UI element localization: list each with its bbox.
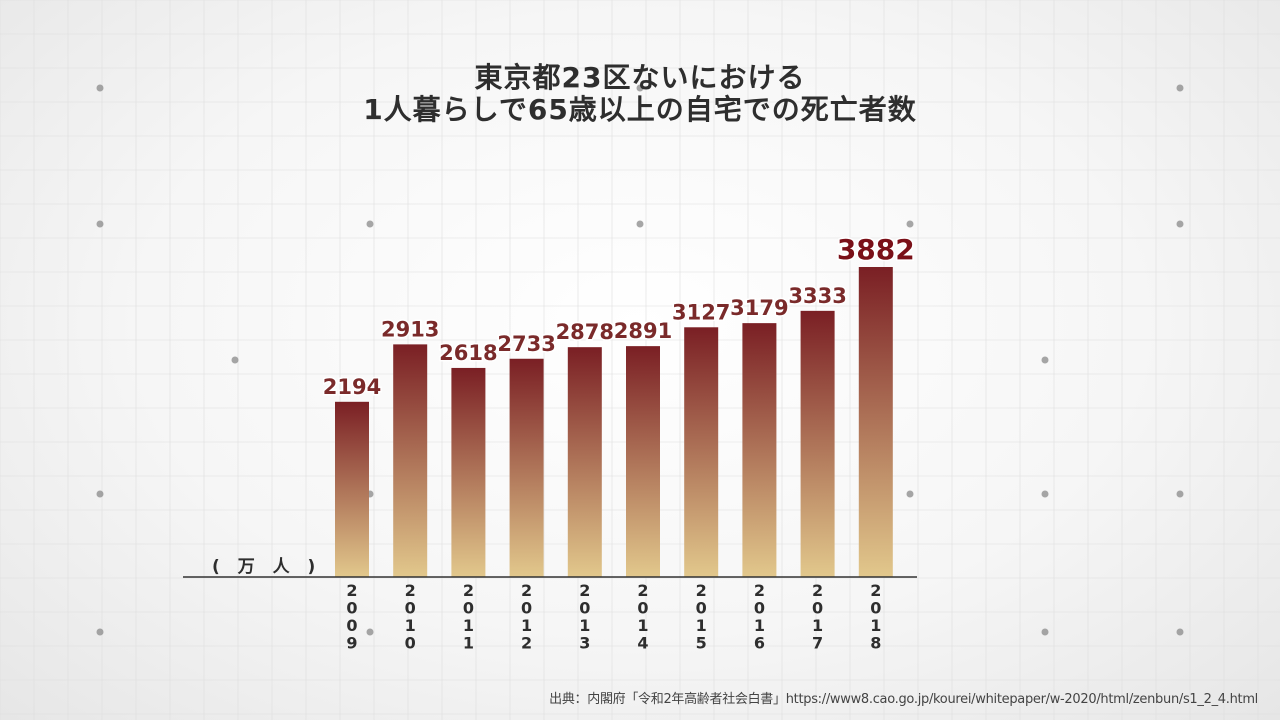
chart-title-line1: 東京都23区ないにおける bbox=[474, 61, 806, 94]
source-credit: 出典：内閣府「令和2年高齢者社会白書」https://www8.cao.go.j… bbox=[549, 692, 1258, 707]
bar-2015 bbox=[684, 327, 719, 577]
bar-2018 bbox=[858, 267, 893, 577]
x-tick-labels: 2 0 0 9 2 0 1 0 2 0 1 1 2 0 1 2 2 0 1 3 2 0 1 4 2 0 1 5 2 0 1 6 2 0 1 7 2 0 1 8 bbox=[346, 581, 881, 653]
bar-2012 bbox=[509, 358, 544, 577]
value-label-2015: 3127 bbox=[672, 300, 730, 324]
bar-2017 bbox=[800, 310, 835, 577]
value-label-2014: 2891 bbox=[614, 319, 672, 343]
value-label-2017: 3333 bbox=[788, 284, 846, 308]
value-label-2016: 3179 bbox=[730, 296, 788, 320]
bar-2016 bbox=[742, 323, 777, 577]
unit-label: ( 万 人 ) bbox=[212, 557, 322, 577]
value-label-2009: 2194 bbox=[323, 375, 381, 399]
value-label-2012: 2733 bbox=[497, 332, 555, 356]
bar-2010 bbox=[393, 344, 428, 577]
chart-title-line2: 1人暮らしで65歳以上の自宅での死亡者数 bbox=[363, 93, 917, 126]
bar-2014 bbox=[626, 346, 660, 577]
value-label-2010: 2913 bbox=[381, 317, 439, 341]
bar-2013 bbox=[567, 347, 602, 577]
bar-2009 bbox=[335, 401, 369, 577]
value-label-2011: 2618 bbox=[439, 341, 497, 365]
value-label-2018: 3882 bbox=[837, 233, 915, 266]
value-label-2013: 2878 bbox=[556, 320, 614, 344]
bar-2011 bbox=[451, 367, 486, 577]
